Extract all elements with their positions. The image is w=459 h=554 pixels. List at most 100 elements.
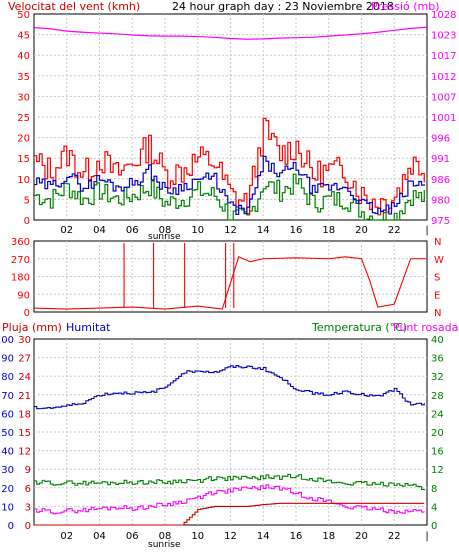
wind-tick-label: 25 [17,113,30,124]
temperature-tick-label: 40 [431,335,444,346]
rain-tick-label: 6 [25,484,31,495]
direction-tick-label: 270 [11,255,30,266]
pressure-tick-label: 980 [431,195,450,206]
humidity-tick-label: 30 [1,465,14,476]
rain-tick-label: 12 [18,447,31,458]
x-tick-label-bottom: 02 [60,531,73,542]
x-tick-label-top: 16 [290,225,303,236]
rain-tick-label: 15 [18,428,31,439]
compass-tick-label: N [434,237,441,248]
x-tick-label-bottom: 16 [290,531,303,542]
temperature-tick-label: 32 [431,372,444,383]
wind-avg-series-line [34,155,425,216]
temperature-tick-label: 4 [431,502,437,513]
rain-tick-label: 0 [25,521,31,532]
x-tick-label-top: | [425,225,428,236]
rain-tick-label: 27 [18,354,31,365]
humidity-tick-label: 0 [8,521,14,532]
wind-min-series-line [34,173,425,221]
compass-tick-label: E [434,290,440,301]
temperature-tick-label: 28 [431,391,444,402]
humidity-series-line [34,364,425,410]
rain-tick-label: 9 [25,465,31,476]
compass-tick-label: W [434,255,444,266]
temperature-axis-title: Temperatura (°C) [311,321,407,334]
direction-series-line [33,256,427,310]
pressure-tick-label: 991 [431,154,450,165]
x-tick-label-bottom: 14 [257,531,270,542]
temperature-tick-label: 12 [431,465,444,476]
temperature-tick-label: 36 [431,354,444,365]
temperature-tick-label: 0 [431,521,437,532]
wind-tick-label: 15 [17,154,30,165]
wind-tick-label: 20 [17,134,30,145]
x-tick-label-top: 18 [322,225,335,236]
humidity-tick-label: 40 [1,447,14,458]
pressure-tick-label: 1028 [431,10,456,21]
rain-tick-label: 3 [25,502,31,513]
x-tick-label-top: 04 [93,225,106,236]
temperature-tick-label: 20 [431,428,444,439]
rain-axis-title: Pluja (mm) [2,321,62,334]
x-tick-label-top: 06 [126,225,139,236]
pressure-series-line [33,26,428,40]
direction-tick-label: 90 [17,290,30,301]
humidity-axis-title: Humitat [66,321,111,334]
wind-tick-label: 40 [17,51,30,62]
rain-tick-label: 18 [18,409,31,420]
pressure-tick-label: 1007 [431,92,456,103]
humidity-tick-label: 100 [0,335,14,346]
direction-tick-label: 180 [11,273,30,284]
pressure-axis-title: Pressió (mb) [371,0,440,13]
x-tick-label-top: 02 [60,225,73,236]
x-tick-label-bottom: 04 [93,531,106,542]
humidity-tick-label: 70 [1,391,14,402]
x-tick-label-bottom: 22 [388,531,401,542]
wind-tick-label: 10 [17,175,30,186]
sunrise-label-bottom: sunrise [148,540,181,550]
x-tick-label-bottom: | [425,531,428,542]
pressure-tick-label: 1012 [431,72,456,83]
temperature-tick-label: 16 [431,447,444,458]
dewpoint-axis-title: Punt rosada [393,321,458,334]
x-tick-label-top: 22 [388,225,401,236]
temperature-tick-label: 8 [431,484,437,495]
pressure-tick-label: 975 [431,216,450,227]
pressure-tick-label: 1001 [431,113,456,124]
direction-tick-label: 0 [24,308,30,319]
dewpoint-series-line [34,484,425,515]
rain-tick-label: 24 [18,372,31,383]
x-tick-label-bottom: 08 [159,531,172,542]
humidity-tick-label: 80 [1,372,14,383]
x-tick-label-top: 14 [257,225,270,236]
wind-axis-title: Velocitat del vent (kmh) [8,0,140,13]
compass-tick-label: N [434,308,441,319]
humidity-tick-label: 20 [1,484,14,495]
x-tick-label-top: 20 [355,225,368,236]
chart-title: 24 hour graph day : 23 Noviembre 2018 [172,0,394,13]
pressure-tick-label: 996 [431,134,450,145]
sunrise-label-top: sunrise [148,232,181,242]
wind-tick-label: 45 [17,31,30,42]
rain-tick-label: 30 [18,335,31,346]
humidity-tick-label: 90 [1,354,14,365]
wind-tick-label: 5 [24,195,30,206]
gust-series-line [34,117,425,216]
x-tick-label-bottom: 20 [355,531,368,542]
wind-tick-label: 30 [17,92,30,103]
direction-tick-label: 360 [11,237,30,248]
wind-tick-label: 50 [17,10,30,21]
pressure-tick-label: 1017 [431,51,456,62]
humidity-tick-label: 50 [1,428,14,439]
pressure-tick-label: 986 [431,175,450,186]
x-tick-label-top: 10 [191,225,204,236]
pressure-tick-label: 1023 [431,31,456,42]
compass-tick-label: S [434,273,440,284]
x-tick-label-top: 08 [159,225,172,236]
temperature-tick-label: 24 [431,409,444,420]
x-tick-label-bottom: 10 [191,531,204,542]
x-tick-label-bottom: 06 [126,531,139,542]
rain-series-line [34,502,425,526]
temperature-series-line [34,473,425,491]
